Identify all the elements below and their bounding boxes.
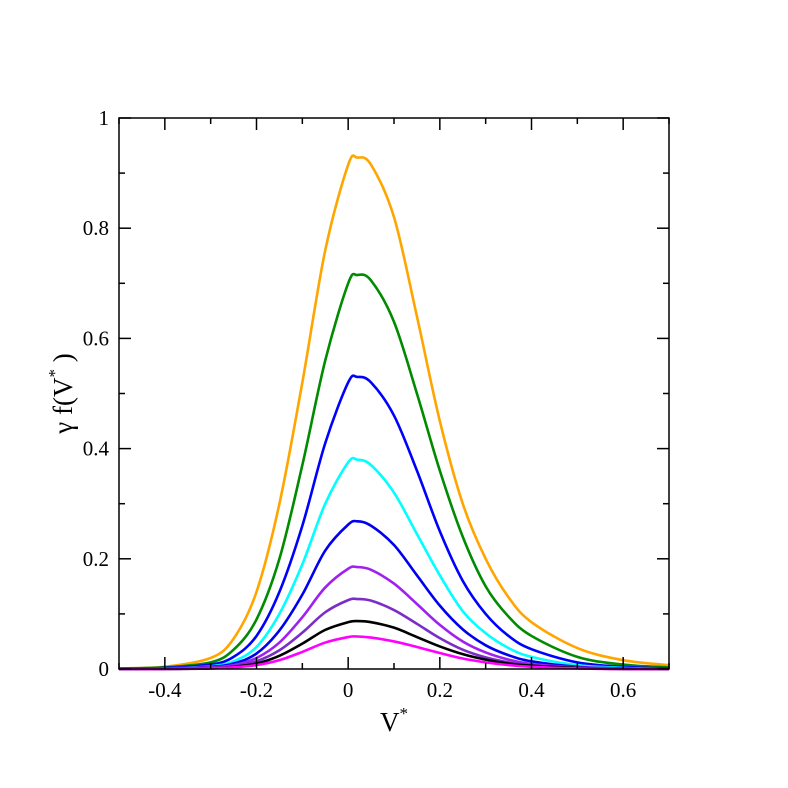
- y-axis-label: γ f(V* ): [45, 353, 78, 434]
- x-tick-label: 0: [343, 678, 354, 702]
- labels-layer: V* γ f(V* ): [45, 353, 408, 737]
- x-tick-label: 0.2: [427, 678, 453, 702]
- plot-frame: [118, 117, 670, 670]
- x-tick-label: 0.4: [518, 678, 545, 702]
- x-tick-label: -0.4: [148, 678, 182, 702]
- series-line-6: [118, 565, 670, 671]
- series-line-9: [118, 635, 670, 671]
- x-tick-label: 0.6: [610, 678, 636, 702]
- ticks-layer: -0.4 -0.2 0 0.2 0.4 0.6 0 0.2 0.4 0.6 0.8 1: [83, 106, 670, 702]
- y-tick-label: 0.2: [83, 547, 109, 571]
- y-tick-label: 0.4: [83, 437, 110, 461]
- y-tick-label: 0: [99, 657, 110, 681]
- x-axis-label: V*: [380, 704, 408, 737]
- series-line-5: [118, 519, 670, 671]
- y-tick-label: 0.8: [83, 216, 109, 240]
- series-line-2: [118, 272, 670, 670]
- series-line-1: [118, 154, 670, 670]
- x-tick-label: -0.2: [240, 678, 273, 702]
- series-line-3: [118, 374, 670, 671]
- y-tick-label: 0.6: [83, 326, 109, 350]
- series-layer: [118, 154, 670, 671]
- y-tick-label: 1: [99, 106, 110, 130]
- series-line-4: [118, 456, 670, 671]
